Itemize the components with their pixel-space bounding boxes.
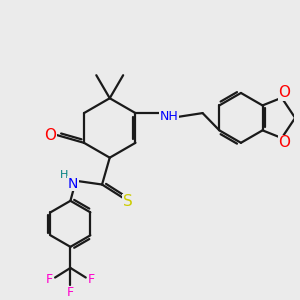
Text: F: F — [46, 273, 53, 286]
Text: H: H — [59, 170, 68, 180]
Text: F: F — [88, 273, 95, 286]
Text: S: S — [123, 194, 133, 209]
Text: O: O — [279, 135, 291, 150]
Text: F: F — [67, 286, 74, 299]
Text: NH: NH — [160, 110, 178, 123]
Text: N: N — [68, 177, 79, 190]
Text: O: O — [279, 85, 291, 100]
Text: O: O — [44, 128, 56, 142]
